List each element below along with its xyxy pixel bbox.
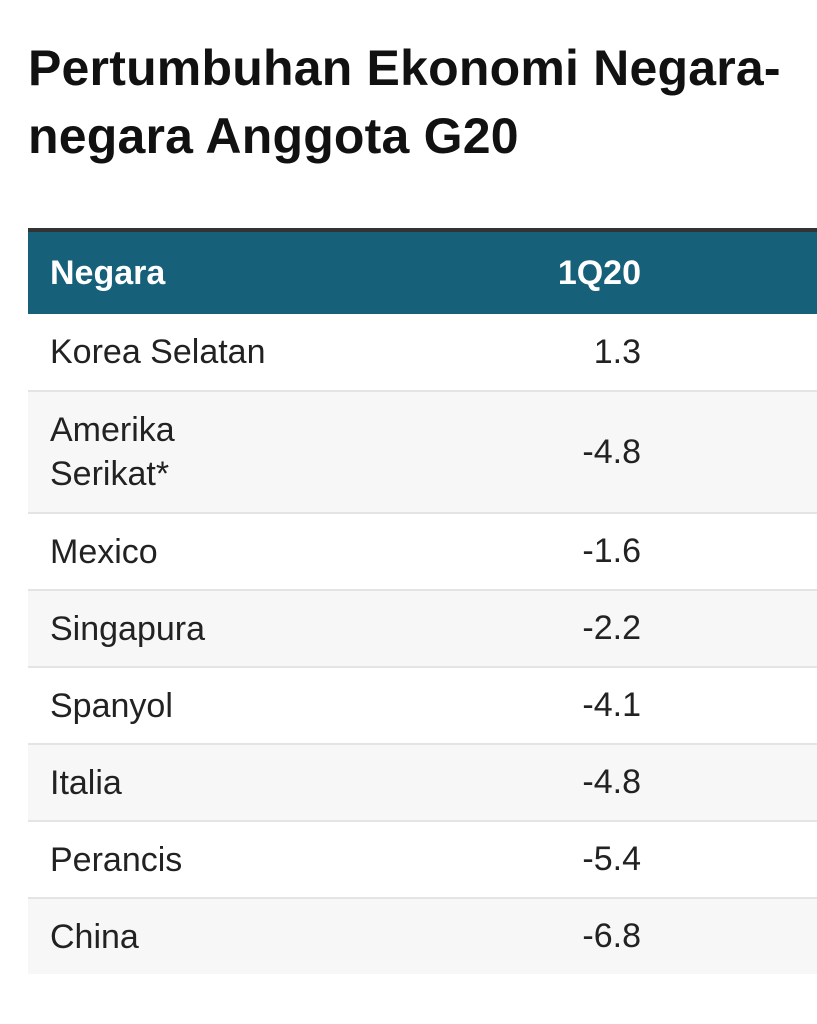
- value-cell: -1.6: [582, 532, 641, 570]
- header-negara: Negara: [50, 253, 166, 292]
- country-cell: Amerika Serikat*: [50, 411, 175, 493]
- table-row: Korea Selatan 1.3: [28, 314, 817, 392]
- table-row: China -6.8: [28, 899, 817, 974]
- table-body: Korea Selatan 1.3 Amerika Serikat* -4.8 Mexi…: [28, 314, 817, 974]
- value-cell: -4.1: [582, 686, 641, 724]
- growth-table: Negara 1Q20 Korea Selatan 1.3 Amerika Seri…: [28, 228, 817, 974]
- value-cell: -2.2: [582, 609, 641, 647]
- country-cell: Perancis: [50, 840, 183, 879]
- page-title: Pertumbuhan Ekonomi Negara- negara Anggo…: [28, 40, 781, 164]
- country-cell: Spanyol: [50, 686, 173, 725]
- country-cell: Korea Selatan: [50, 333, 266, 371]
- header-1q20: 1Q20: [557, 253, 641, 292]
- value-cell: -4.8: [582, 432, 641, 471]
- table-row: Mexico -1.6: [28, 514, 817, 591]
- country-cell: Italia: [50, 763, 122, 802]
- table-row: Amerika Serikat* -4.8: [28, 392, 817, 514]
- value-cell: 1.3: [593, 332, 641, 371]
- table-row: Singapura -2.2: [28, 591, 817, 668]
- table-header: Negara 1Q20: [28, 228, 817, 314]
- table-row: Italia -4.8: [28, 745, 817, 822]
- table-row: Perancis -5.4: [28, 822, 817, 899]
- value-cell: -4.8: [582, 763, 641, 801]
- country-cell: Mexico: [50, 532, 158, 571]
- table-row: Spanyol -4.1: [28, 668, 817, 745]
- value-cell: -6.8: [582, 917, 641, 955]
- country-cell: China: [50, 917, 139, 956]
- country-cell: Singapura: [50, 609, 206, 648]
- value-cell: -5.4: [582, 840, 641, 878]
